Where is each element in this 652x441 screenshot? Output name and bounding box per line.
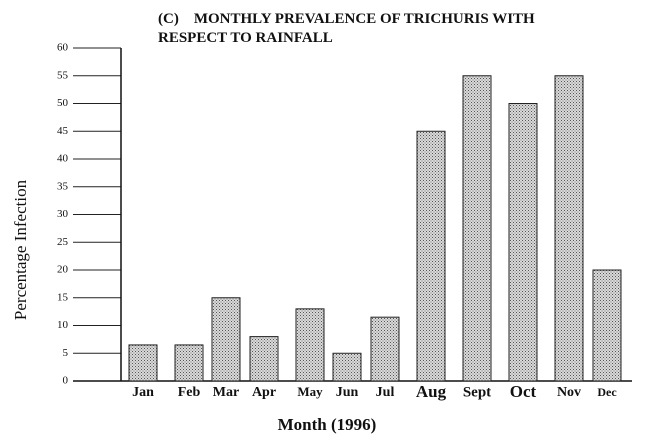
- y-axis-label: Percentage Infection: [11, 179, 30, 320]
- y-tick-label: 45: [57, 125, 69, 137]
- bar: [295, 308, 325, 382]
- bar: [370, 316, 400, 382]
- bar: [211, 297, 241, 382]
- x-tick-label: Oct: [510, 382, 537, 401]
- y-tick-label: 30: [57, 208, 69, 220]
- x-tick-label: Jul: [376, 385, 395, 400]
- x-tick-label: Mar: [213, 385, 239, 400]
- y-tick-label: 25: [57, 236, 69, 248]
- bar: [462, 75, 492, 382]
- y-tick-label: 5: [63, 347, 69, 359]
- x-tick-label: Sept: [463, 384, 491, 400]
- x-tick-label: Apr: [252, 385, 276, 400]
- bar: [174, 344, 204, 382]
- x-tick-label: Jan: [132, 385, 154, 400]
- bar: [128, 344, 158, 382]
- bar: [332, 352, 362, 382]
- y-tick-label: 15: [57, 291, 69, 303]
- x-tick-label: Dec: [597, 385, 617, 399]
- x-tick-label: Jun: [336, 385, 359, 400]
- x-tick-label: May: [297, 384, 323, 399]
- x-tick-label: Aug: [416, 382, 447, 401]
- bar: [249, 336, 279, 382]
- y-tick-label: 35: [57, 180, 69, 192]
- x-tick-label: Nov: [557, 385, 581, 400]
- x-axis-label: Month (1996): [278, 415, 377, 434]
- chart-title: (C) MONTHLY PREVALENCE OF TRICHURIS WITH…: [158, 11, 539, 46]
- y-tick-label: 60: [57, 42, 69, 54]
- y-tick-label: 0: [63, 375, 69, 387]
- y-tick-label: 20: [57, 264, 69, 276]
- y-tick-label: 55: [57, 69, 69, 81]
- bar: [416, 130, 446, 382]
- y-tick-label: 50: [57, 97, 69, 109]
- bar: [554, 75, 584, 382]
- bar: [592, 269, 622, 382]
- y-tick-label: 10: [57, 319, 69, 331]
- x-tick-label: Feb: [178, 385, 201, 400]
- bar: [508, 103, 538, 382]
- y-tick-label: 40: [57, 153, 69, 165]
